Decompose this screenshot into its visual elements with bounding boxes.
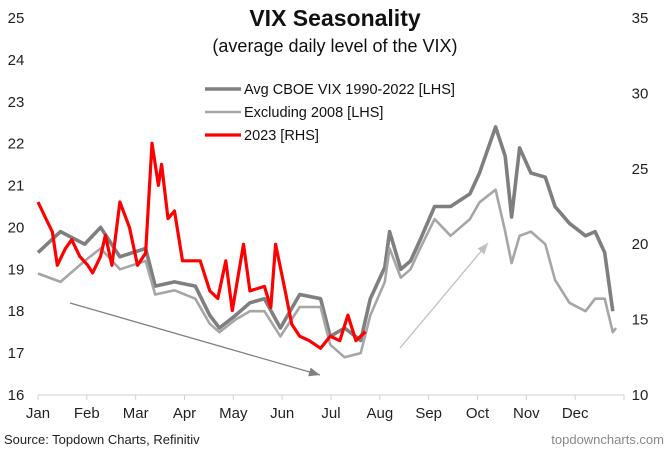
x-tick-label: Mar	[123, 405, 149, 422]
left-tick-label: 19	[8, 261, 25, 278]
left-tick-label: 16	[8, 387, 25, 404]
right-tick-label: 15	[632, 312, 649, 329]
left-tick-label: 21	[8, 178, 25, 195]
chart-title: VIX Seasonality	[249, 5, 421, 31]
x-axis: Jan Feb Mar Apr May Jun Jul Aug Sep Oct Nov Dec	[26, 394, 625, 422]
watermark: topdowncharts.com	[551, 432, 664, 447]
x-tick-label: May	[219, 405, 248, 422]
right-tick-label: 20	[632, 236, 649, 253]
legend-label: 2023 [RHS]	[244, 128, 319, 144]
x-tick-label: Jan	[26, 405, 50, 422]
up-trend-arrow	[399, 242, 489, 349]
right-tick-label: 35	[632, 10, 649, 27]
trend-arrows	[69, 242, 489, 377]
right-axis: 10 15 20 25 30 35	[632, 10, 649, 404]
x-tick-label: Jun	[270, 405, 294, 422]
right-tick-label: 25	[632, 161, 649, 178]
x-tick-label: Oct	[466, 405, 490, 422]
right-tick-label: 10	[632, 387, 649, 404]
legend-label: Avg CBOE VIX 1990-2022 [LHS]	[244, 82, 455, 98]
legend: Avg CBOE VIX 1990-2022 [LHS] Excluding 20…	[205, 82, 455, 144]
right-tick-label: 30	[632, 85, 649, 102]
legend-label: Excluding 2008 [LHS]	[244, 105, 383, 121]
down-trend-arrow-head	[308, 367, 320, 377]
x-tick-label: Nov	[513, 405, 540, 422]
left-axis: 16 17 18 19 20 21 22 23 24 25	[8, 10, 25, 404]
down-trend-arrow	[69, 302, 321, 376]
series-lines	[36, 125, 618, 359]
left-tick-label: 23	[8, 94, 25, 111]
x-tick-label: Jul	[321, 405, 340, 422]
chart-subtitle: (average daily level of the VIX)	[212, 36, 457, 56]
left-tick-label: 18	[8, 303, 25, 320]
series-line-avg-vix	[36, 125, 615, 343]
x-tick-label: Dec	[562, 405, 589, 422]
left-tick-label: 20	[8, 219, 25, 236]
left-tick-label: 22	[8, 136, 25, 153]
left-tick-label: 17	[8, 345, 25, 362]
source-note: Source: Topdown Charts, Refinitiv	[4, 432, 200, 447]
series-line-2023	[36, 141, 367, 350]
left-tick-label: 24	[8, 52, 25, 69]
x-tick-label: Apr	[173, 405, 196, 422]
up-trend-arrow-head	[477, 243, 488, 255]
left-tick-label: 25	[8, 10, 25, 27]
x-tick-label: Feb	[74, 405, 100, 422]
x-tick-label: Aug	[366, 405, 393, 422]
x-tick-label: Sep	[415, 405, 442, 422]
